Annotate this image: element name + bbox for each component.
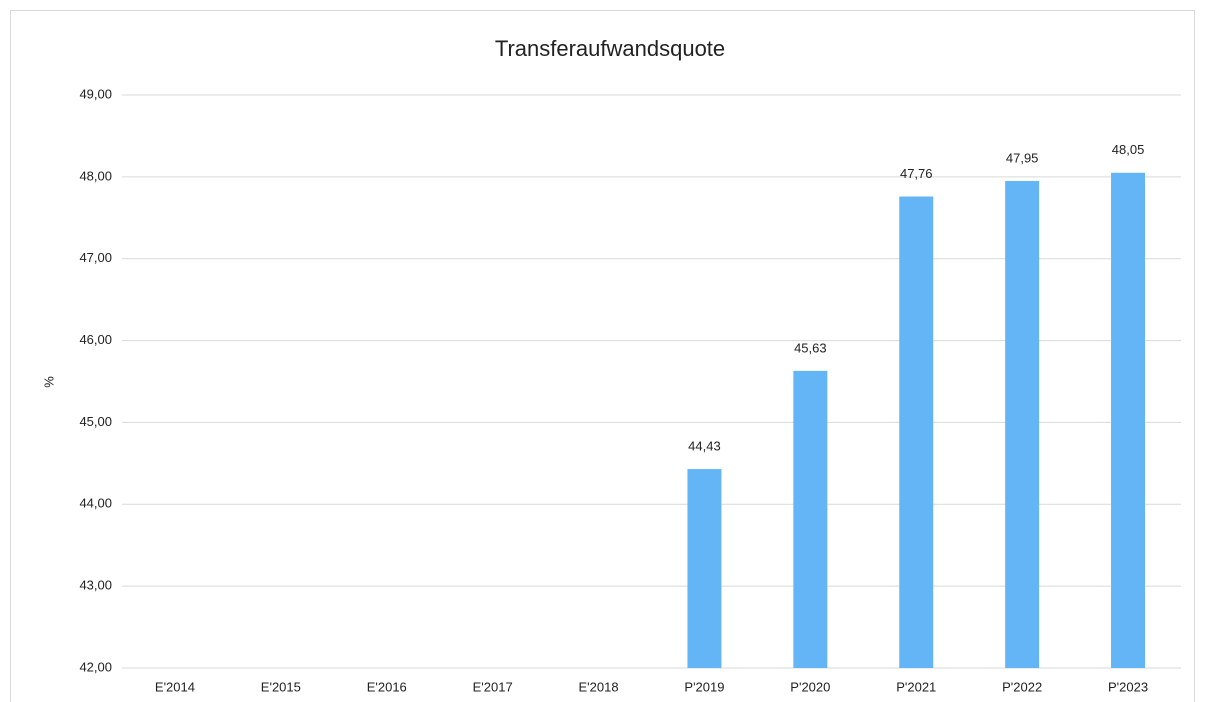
x-tick-label: P'2019 [684,679,724,694]
y-tick-label: 47,00 [79,250,112,265]
x-tick-label: P'2021 [896,679,936,694]
bar [1005,180,1040,668]
x-tick-label: P'2023 [1108,679,1148,694]
data-label: 45,63 [794,340,827,355]
y-tick-label: 49,00 [79,86,112,101]
y-tick-label: 48,00 [79,168,112,183]
data-label: 47,76 [900,166,933,181]
y-tick-label: 44,00 [79,496,112,511]
y-tick-label: 46,00 [79,332,112,347]
x-tick-label: E'2016 [367,679,407,694]
x-tick-label: E'2015 [261,679,301,694]
bar [687,469,722,668]
chart-title: Transferaufwandsquote [495,36,725,61]
y-tick-label: 43,00 [79,578,112,593]
y-tick-label: 42,00 [79,659,112,674]
y-axis-label: % [41,376,56,388]
bar [899,196,934,668]
x-tick-label: E'2014 [155,679,195,694]
x-tick-label: E'2018 [579,679,619,694]
data-label: 47,95 [1006,150,1039,165]
bar [793,370,828,668]
bar [1111,172,1146,668]
chart-border [10,10,1195,702]
y-tick-label: 45,00 [79,414,112,429]
x-tick-label: P'2020 [790,679,830,694]
x-tick-label: E'2017 [473,679,513,694]
data-label: 44,43 [688,439,721,454]
data-label: 48,05 [1112,142,1145,157]
x-tick-label: P'2022 [1002,679,1042,694]
